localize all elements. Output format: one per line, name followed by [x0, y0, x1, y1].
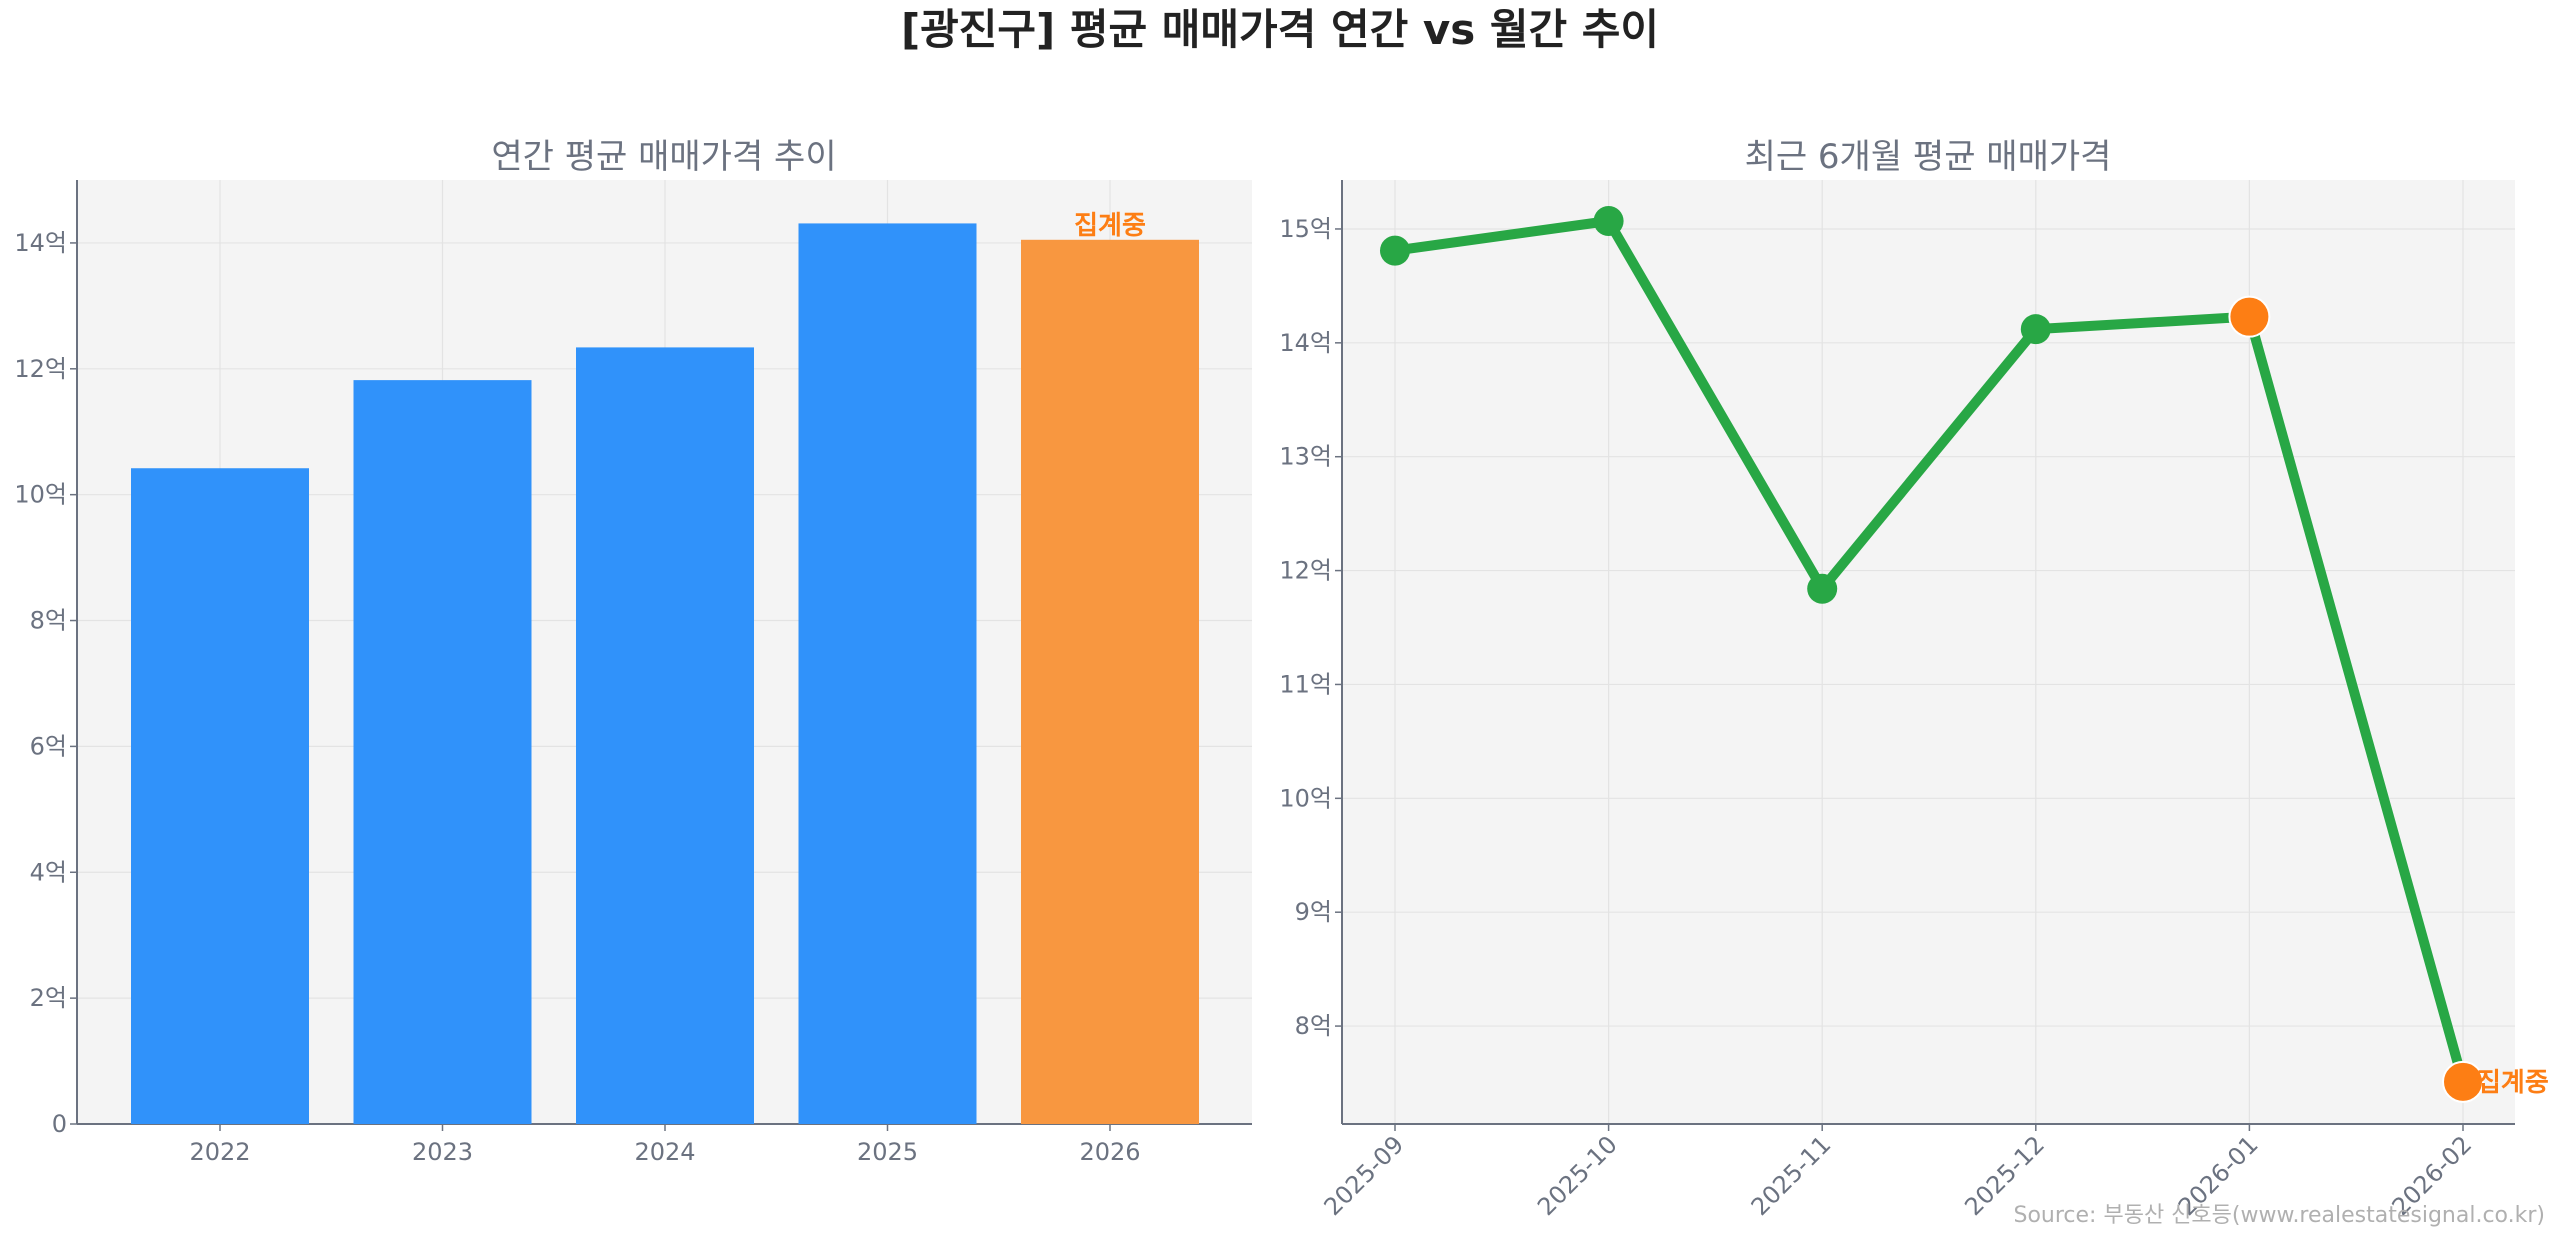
point-2025-10: [1593, 205, 1624, 236]
plot-area: [1342, 180, 2515, 1124]
y-tick-label: 15억: [1279, 215, 1332, 243]
y-tick-label: 12억: [1279, 557, 1332, 585]
y-tick-label: 10억: [14, 481, 67, 509]
x-tick-label: 2023: [412, 1138, 473, 1166]
y-tick-label: 11억: [1279, 670, 1332, 698]
bar-2026: [1021, 239, 1199, 1124]
y-tick-label: 0: [52, 1110, 67, 1138]
point-2026-01: [2228, 295, 2271, 338]
y-tick-label: 12억: [14, 355, 67, 383]
source-text: Source: 부동산 신호등(www.realestatesignal.co.…: [2014, 1203, 2546, 1228]
left-chart-title: 연간 평균 매매가격 추이: [491, 137, 836, 177]
y-tick-label: 9억: [1295, 898, 1332, 926]
point-2025-12: [2020, 314, 2051, 345]
point-2025-11: [1807, 573, 1838, 604]
y-tick-label: 14억: [1279, 329, 1332, 357]
bar-2025: [798, 223, 977, 1124]
point-2026-02: [2442, 1060, 2484, 1103]
bar-2023: [353, 380, 532, 1124]
line-chart: 8억 9억 10억 11억 12억 13억 14억 15억 2025-09 2025-10 2025…: [1279, 180, 2549, 1221]
x-tick-label: 2025-11: [1746, 1130, 1837, 1221]
y-tick-label: 13억: [1279, 443, 1332, 471]
x-tick-label: 2026: [1079, 1138, 1140, 1166]
y-tick-label: 10억: [1279, 784, 1332, 812]
x-tick-label: 2025-10: [1532, 1130, 1623, 1221]
y-tick-label: 2억: [30, 984, 67, 1012]
partial-label: 집계중: [2477, 1068, 2549, 1098]
y-tick-label: 4억: [30, 858, 67, 886]
y-tick-label: 8억: [1295, 1012, 1332, 1040]
partial-label: 집계중: [1074, 211, 1146, 241]
x-tick-label: 2022: [189, 1138, 250, 1166]
bar-2022: [131, 468, 309, 1124]
bar-chart: 0 2억 4억 6억 8억 10억 12억 14억 2022 2023 2024 2025 2026 집계…: [14, 180, 1252, 1166]
y-tick-label: 14억: [14, 229, 67, 257]
right-chart-title: 최근 6개월 평균 매매가격: [1745, 137, 2112, 177]
figure-title: [광진구] 평균 매매가격 연간 vs 월간 추이: [901, 5, 1659, 54]
x-tick-label: 2025-09: [1319, 1130, 1410, 1221]
series-line: [1394, 215, 2468, 1084]
bar-2024: [576, 347, 754, 1124]
y-tick-label: 8억: [30, 607, 67, 635]
x-tick-label: 2024: [634, 1138, 695, 1166]
y-tick-label: 6억: [30, 732, 67, 760]
x-tick-label: 2025: [857, 1138, 918, 1166]
point-2025-09: [1380, 235, 1410, 266]
